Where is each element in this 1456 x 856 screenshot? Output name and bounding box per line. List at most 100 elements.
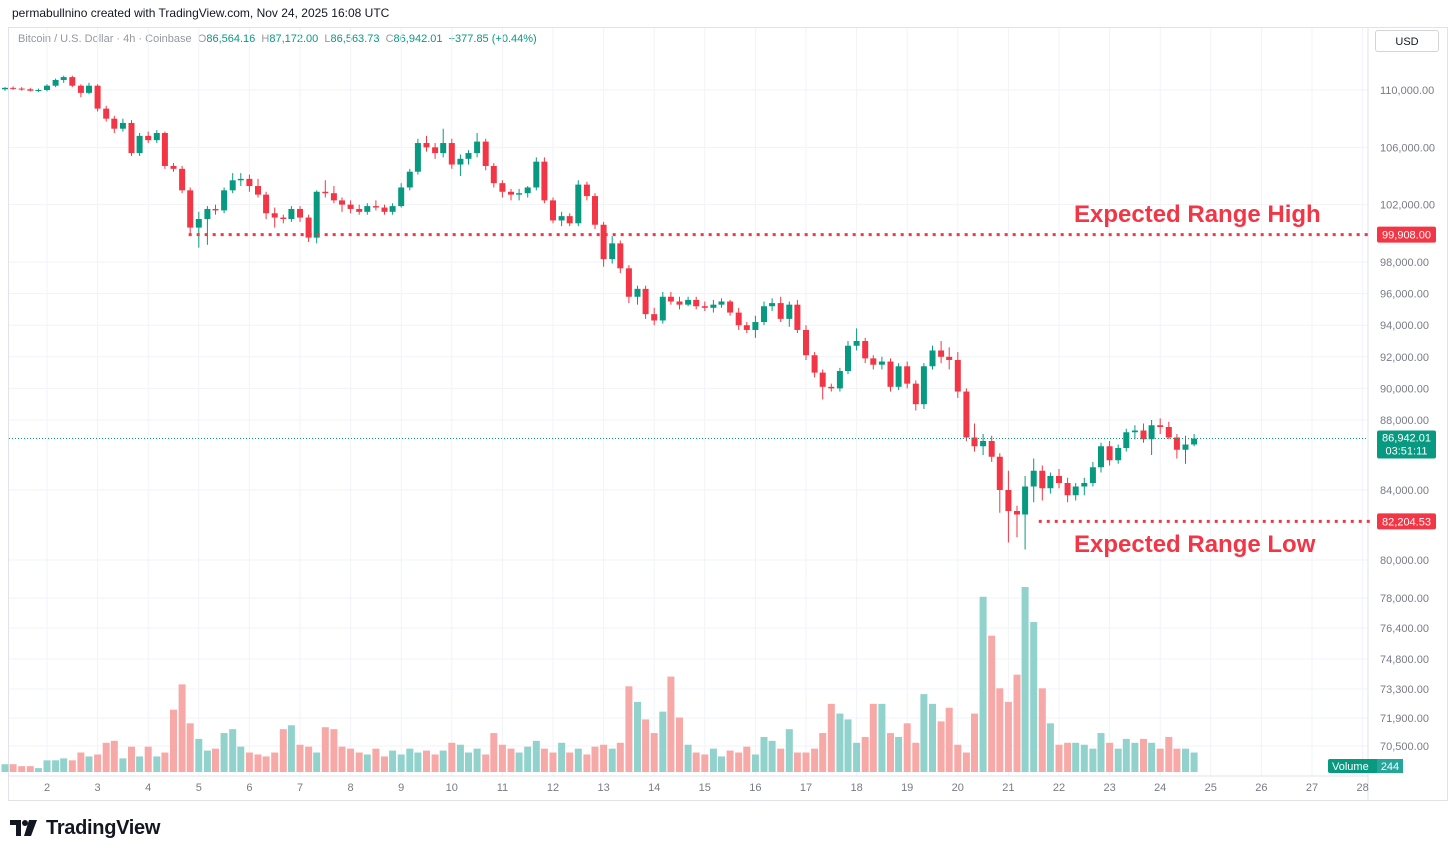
volume-bar: [903, 723, 911, 772]
volume-bar: [1106, 742, 1114, 772]
candle-body: [566, 216, 573, 224]
candle-body: [583, 184, 590, 197]
candle-body: [161, 133, 168, 166]
candle: [1173, 434, 1180, 459]
candle-body: [1022, 486, 1029, 515]
high-value: 87,172.00: [269, 33, 319, 45]
candle: [389, 203, 396, 215]
candle: [204, 206, 211, 245]
candle: [271, 207, 278, 228]
grid-lines: [9, 28, 1368, 776]
volume-bar: [717, 756, 725, 772]
candle-body: [398, 187, 405, 207]
time-tick-label: 18: [850, 782, 862, 794]
range-low-price-label: 82,204.53: [1382, 516, 1431, 528]
candle-body: [145, 135, 152, 141]
candle-body: [533, 161, 540, 188]
volume-bar: [279, 729, 287, 772]
volume-bar: [381, 756, 389, 772]
volume-bar: [726, 750, 734, 772]
time-tick-label: 10: [446, 782, 458, 794]
candle-body: [625, 268, 632, 297]
candle-body: [1148, 425, 1155, 440]
candle: [237, 173, 244, 187]
candle-body: [904, 366, 911, 384]
candle: [1030, 458, 1037, 503]
candle: [946, 347, 953, 370]
candle: [929, 345, 936, 370]
volume-bar: [743, 746, 751, 772]
volume-bar: [296, 744, 304, 772]
volume-bar: [937, 721, 945, 772]
candle: [364, 203, 371, 215]
candle: [119, 118, 126, 132]
candle-body: [128, 122, 135, 154]
candle-body: [153, 133, 160, 141]
candle: [938, 341, 945, 364]
candle: [651, 307, 658, 326]
volume-bar: [634, 701, 642, 772]
low-value: 86,563.73: [330, 33, 380, 45]
candle-body: [718, 301, 725, 305]
candle: [803, 325, 809, 360]
candle: [60, 75, 67, 83]
volume-bar: [128, 746, 136, 772]
candle: [1089, 462, 1096, 487]
tradingview-logo[interactable]: TradingView: [10, 815, 160, 841]
candle: [280, 214, 287, 224]
candle: [440, 128, 447, 158]
volume-bar: [920, 694, 928, 772]
candle: [575, 180, 582, 227]
price-tick-label: 73,300.00: [1380, 684, 1429, 696]
candle: [195, 211, 202, 248]
candle-body: [221, 190, 228, 211]
candle: [1047, 472, 1054, 494]
candle: [229, 173, 236, 194]
candle: [980, 434, 987, 455]
price-tick-label: 74,800.00: [1380, 654, 1429, 666]
volume-bar: [186, 723, 194, 772]
volume-bar: [616, 742, 624, 772]
volume-bar: [735, 752, 743, 772]
close-label: C: [385, 33, 394, 45]
time-tick-label: 5: [196, 782, 202, 794]
candle-body: [887, 361, 894, 387]
candle-body: [609, 243, 616, 260]
candle: [482, 138, 489, 171]
candle-body: [2, 87, 9, 90]
candle: [878, 356, 885, 370]
volume-bar: [77, 752, 85, 772]
candle-body: [1064, 483, 1071, 496]
candle-body: [558, 216, 565, 221]
volume-bar: [515, 752, 523, 772]
volume-bar: [68, 760, 76, 772]
candle-body: [406, 171, 413, 188]
currency-button[interactable]: USD: [1375, 30, 1439, 52]
volume-bar: [507, 748, 515, 772]
candle-body: [761, 306, 768, 323]
candle-body: [280, 217, 287, 219]
candle-body: [229, 180, 236, 191]
candle: [406, 168, 413, 191]
candle: [904, 361, 911, 389]
candle: [996, 453, 1003, 513]
volume-bar: [305, 746, 313, 772]
candle-body: [255, 186, 262, 195]
candle-body: [980, 441, 987, 447]
candle: [465, 150, 472, 165]
volume-bar: [549, 752, 557, 772]
volume-bar: [448, 742, 456, 772]
time-tick-label: 9: [398, 782, 404, 794]
volume-bar: [760, 736, 768, 772]
candle-body: [136, 135, 143, 154]
candle: [381, 204, 388, 215]
volume-bar: [1097, 733, 1105, 772]
candle-body: [212, 208, 219, 211]
candle: [524, 186, 531, 198]
candle-body: [954, 359, 961, 392]
candle-body: [1097, 446, 1104, 468]
price-axis-labels: 110,000.00 106,000.00 102,000.00 98,000.00 9…: [1380, 85, 1435, 753]
candle: [85, 82, 92, 95]
candle: [786, 301, 793, 327]
